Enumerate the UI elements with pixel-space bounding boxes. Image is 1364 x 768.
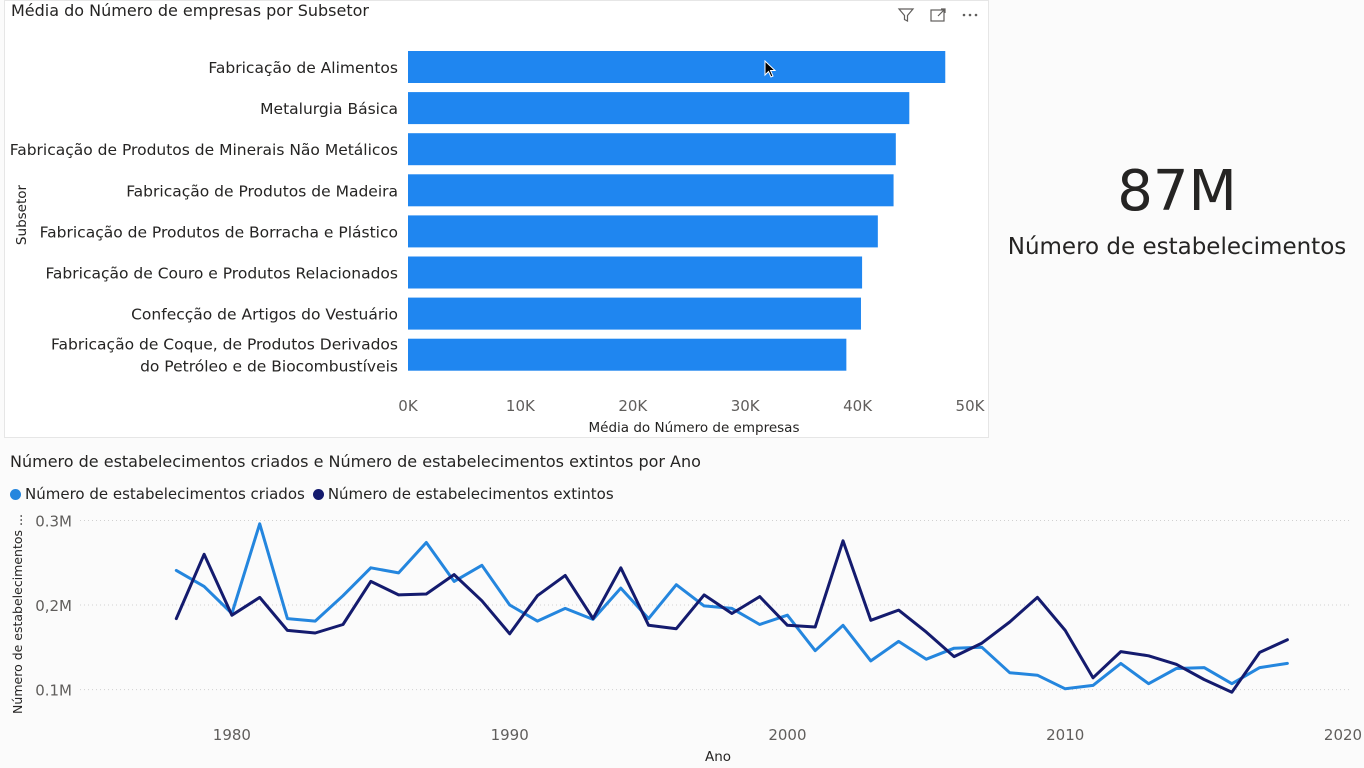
category-label: Fabricação de Produtos de Minerais Não M… [10, 141, 398, 159]
bar[interactable] [408, 297, 861, 330]
bar[interactable] [408, 92, 910, 125]
x-tick-label: 2010 [1046, 726, 1084, 744]
visual-header-icons [896, 5, 980, 25]
category-label: Fabricação de Alimentos [208, 59, 398, 77]
bar[interactable] [408, 215, 878, 248]
x-tick-label: 50K [956, 397, 986, 415]
x-tick-label: 1980 [213, 726, 251, 744]
legend-item-criados[interactable]: Número de estabelecimentos criados [10, 485, 305, 503]
line-series-extintos [174, 539, 1289, 694]
line-chart-legend: Número de estabelecimentos criados Númer… [10, 485, 622, 503]
x-tick-label: 20K [618, 397, 648, 415]
more-options-icon[interactable] [960, 5, 980, 25]
bar-chart-visual[interactable]: Média do Número de empresas por Subsetor… [4, 0, 989, 438]
x-axis-title: Média do Número de empresas [589, 420, 800, 436]
category-label: Fabricação de Produtos de Borracha e Plá… [40, 223, 398, 241]
y-tick-label: 0,2M [35, 597, 72, 615]
category-label: Fabricação de Coque, de Produtos Derivad… [51, 336, 398, 354]
category-label: Confecção de Artigos do Vestuário [131, 306, 398, 324]
bar-chart-svg: Fabricação de Alimentos Metalurgia Básica… [10, 51, 986, 436]
bar-chart-title: Média do Número de empresas por Subsetor [11, 1, 369, 20]
category-label: Fabricação de Couro e Produtos Relaciona… [45, 265, 398, 283]
category-label: Fabricação de Produtos de Madeira [126, 182, 398, 200]
x-tick-label: 0K [398, 397, 419, 415]
legend-label-extintos: Número de estabelecimentos extintos [327, 485, 614, 503]
kpi-card[interactable]: 87M Número de estabelecimentos [990, 150, 1364, 280]
y-axis-title: Subsetor [14, 184, 30, 245]
category-label: Metalurgia Básica [260, 100, 398, 118]
x-axis-title: Ano [705, 749, 731, 765]
focus-mode-icon[interactable] [928, 5, 948, 25]
bar[interactable] [408, 174, 894, 207]
legend-marker-criados [10, 488, 21, 500]
legend-marker-extintos [312, 488, 324, 500]
x-tick-label: 1990 [491, 726, 529, 744]
filter-icon[interactable] [896, 5, 916, 25]
kpi-label: Número de estabelecimentos [1007, 234, 1347, 260]
y-tick-label: 0.1M [35, 682, 72, 700]
line-series-criados [174, 522, 1289, 691]
y-tick-label: 0.3M [35, 512, 72, 530]
legend-item-extintos[interactable]: Número de estabelecimentos extintos [312, 485, 614, 503]
bar[interactable] [408, 133, 896, 166]
x-tick-label: 30K [731, 397, 761, 415]
bar[interactable] [408, 338, 847, 371]
x-tick-label: 10K [506, 397, 536, 415]
bar[interactable] [408, 51, 946, 83]
y-axis-title: Número de estabelecimentos ... [10, 514, 25, 714]
line-chart-title: Número de estabelecimentos criados e Núm… [10, 452, 701, 471]
legend-label-criados: Número de estabelecimentos criados [25, 485, 305, 503]
x-tick-label: 2020 [1324, 726, 1362, 744]
kpi-value: 87M [1117, 159, 1237, 224]
category-label: do Petróleo e de Biocombustíveis [140, 358, 398, 376]
bar[interactable] [408, 256, 863, 289]
mouse-cursor-icon [764, 60, 777, 78]
x-tick-label: 40K [843, 397, 873, 415]
x-tick-label: 2000 [768, 726, 806, 744]
